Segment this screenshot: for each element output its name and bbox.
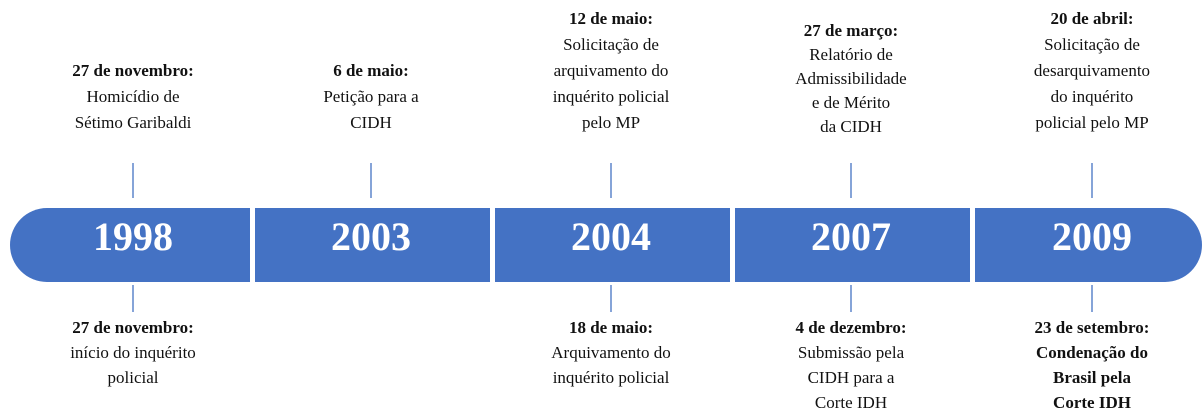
- event-text: Brasil pela: [1053, 368, 1131, 387]
- event-text: Relatório de: [809, 45, 893, 64]
- year-label: 2003: [331, 214, 411, 259]
- event-text: Homicídio de: [86, 87, 179, 106]
- event-text: policial: [108, 368, 159, 387]
- year-label: 2004: [571, 214, 651, 259]
- event-text: desarquivamento: [1034, 61, 1150, 80]
- event-text: Sétimo Garibaldi: [75, 113, 192, 132]
- event-date: 27 de março:: [804, 21, 898, 40]
- event-date: 18 de maio:: [569, 318, 653, 337]
- event-text: Petição para a: [323, 87, 419, 106]
- year-segment: [975, 208, 1202, 282]
- event-text: Corte IDH: [815, 393, 887, 412]
- event-text: Admissibilidade: [795, 69, 906, 88]
- event-text: do inquérito: [1051, 87, 1134, 106]
- year-label: 1998: [93, 214, 173, 259]
- event-text: Condenação do: [1036, 343, 1148, 362]
- event-text: CIDH para a: [808, 368, 895, 387]
- event-text: e de Mérito: [812, 93, 890, 112]
- year-segment: [735, 208, 970, 282]
- event-text: Solicitação de: [563, 35, 659, 54]
- event-text: arquivamento do: [554, 61, 669, 80]
- event-text: da CIDH: [820, 117, 882, 136]
- event-text: inquérito policial: [553, 368, 670, 387]
- event-date: 23 de setembro:: [1035, 318, 1150, 337]
- year-segment: [495, 208, 730, 282]
- event-date: 4 de dezembro:: [795, 318, 906, 337]
- event-text: Solicitação de: [1044, 35, 1140, 54]
- event-date: 6 de maio:: [333, 61, 409, 80]
- event-date: 20 de abril:: [1050, 9, 1133, 28]
- event-text: pelo MP: [582, 113, 640, 132]
- event-text: início do inquérito: [70, 343, 196, 362]
- event-date: 12 de maio:: [569, 9, 653, 28]
- year-segment: [10, 208, 250, 282]
- event-text: policial pelo MP: [1035, 113, 1148, 132]
- year-segment: [255, 208, 490, 282]
- event-date: 27 de novembro:: [72, 61, 194, 80]
- event-text: Arquivamento do: [551, 343, 670, 362]
- year-label: 2007: [811, 214, 891, 259]
- event-text: Corte IDH: [1053, 393, 1131, 412]
- year-label: 2009: [1052, 214, 1132, 259]
- event-date: 27 de novembro:: [72, 318, 194, 337]
- event-text: Submissão pela: [798, 343, 905, 362]
- event-text: inquérito policial: [553, 87, 670, 106]
- event-text: CIDH: [350, 113, 392, 132]
